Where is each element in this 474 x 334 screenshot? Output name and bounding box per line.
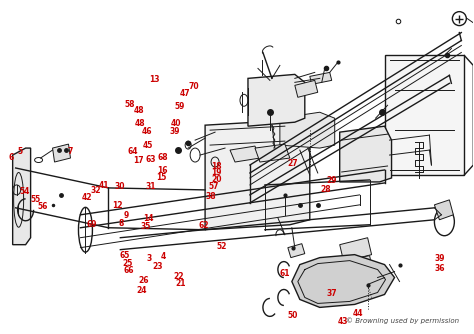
Text: 28: 28 [320,185,331,194]
Text: 52: 52 [217,242,227,251]
Text: 22: 22 [173,272,183,281]
Text: 54: 54 [19,187,29,196]
Polygon shape [292,255,394,307]
Text: 61: 61 [279,269,290,278]
Polygon shape [384,55,465,175]
Text: 5: 5 [17,147,22,156]
Text: 66: 66 [123,266,134,275]
Text: 35: 35 [140,222,151,231]
Text: 41: 41 [99,181,109,190]
Text: 24: 24 [137,286,147,295]
Text: 62: 62 [199,221,209,230]
Text: 9: 9 [123,211,128,220]
Text: 64: 64 [128,147,138,156]
Text: 20: 20 [211,175,221,184]
Polygon shape [230,146,260,162]
Text: 68: 68 [157,153,168,162]
Polygon shape [310,72,332,85]
Text: 42: 42 [82,193,92,202]
Text: 44: 44 [352,309,363,318]
Text: 30: 30 [115,182,125,191]
Text: 38: 38 [206,192,216,201]
Text: 39: 39 [169,127,180,136]
Text: 13: 13 [149,75,160,85]
Text: 46: 46 [142,127,153,136]
Text: 21: 21 [175,279,185,288]
Text: 26: 26 [138,276,149,285]
Text: 63: 63 [146,155,156,164]
Text: 29: 29 [326,176,337,185]
Text: 15: 15 [156,173,166,182]
Text: 18: 18 [211,162,221,171]
Text: 23: 23 [152,262,163,271]
Text: 36: 36 [435,264,446,273]
Text: 6: 6 [9,153,14,162]
Text: 59: 59 [174,102,184,111]
Text: 58: 58 [124,100,135,109]
Text: 40: 40 [170,119,181,128]
Text: 56: 56 [37,202,47,211]
Text: 7: 7 [68,147,73,156]
Text: 25: 25 [122,259,133,268]
Polygon shape [13,148,31,245]
Text: 43: 43 [338,317,348,326]
Polygon shape [205,120,310,230]
Text: 16: 16 [157,166,168,175]
Polygon shape [280,112,335,148]
Text: 14: 14 [143,214,154,223]
Text: 17: 17 [133,156,144,165]
Text: 48: 48 [135,119,146,128]
Text: 39: 39 [435,254,446,263]
Text: 50: 50 [288,311,298,320]
Polygon shape [53,144,71,162]
Polygon shape [248,74,305,126]
Text: © Browning used by permission: © Browning used by permission [346,318,459,324]
Text: 48: 48 [134,106,145,115]
Text: 19: 19 [211,168,221,177]
Polygon shape [255,144,290,162]
Polygon shape [288,244,305,258]
Text: 31: 31 [146,182,156,191]
Polygon shape [434,200,453,220]
Text: 65: 65 [119,250,130,260]
Text: 3: 3 [147,254,152,263]
Text: 27: 27 [287,159,298,168]
Polygon shape [342,256,374,282]
Text: 37: 37 [326,289,337,298]
Text: 32: 32 [91,186,101,195]
Polygon shape [295,80,318,97]
Text: 4: 4 [161,252,166,261]
Text: 8: 8 [118,219,124,228]
Text: 55: 55 [30,195,40,204]
Text: 57: 57 [208,182,219,191]
Text: 45: 45 [143,141,153,150]
Text: 12: 12 [113,201,123,210]
Polygon shape [340,238,372,262]
Polygon shape [340,126,392,182]
Text: 69: 69 [86,220,97,229]
Text: 47: 47 [180,89,191,98]
Text: 70: 70 [188,82,199,91]
